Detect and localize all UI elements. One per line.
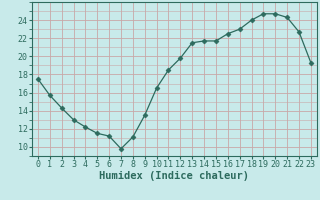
X-axis label: Humidex (Indice chaleur): Humidex (Indice chaleur): [100, 171, 249, 181]
